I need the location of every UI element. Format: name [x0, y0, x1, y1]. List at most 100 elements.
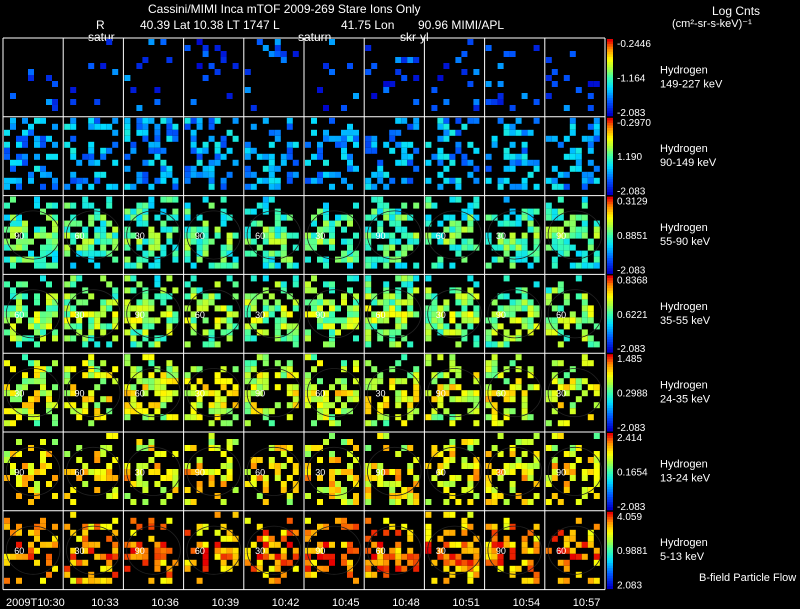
heatmap-pixel: [10, 390, 16, 397]
heatmap-pixel: [136, 317, 143, 324]
heatmap-pixel: [10, 293, 16, 300]
heatmap-pixel: [142, 256, 149, 263]
heatmap-pixel: [124, 129, 131, 136]
heatmap-pixel: [377, 196, 384, 203]
colorbar-segment: [607, 344, 613, 348]
heatmap-pixel: [190, 408, 197, 415]
heatmap-pixel: [407, 293, 414, 300]
contour-line: [246, 446, 302, 496]
contour-line: [186, 210, 241, 260]
heatmap-pixel: [130, 147, 137, 154]
colorbar-segment: [607, 186, 613, 190]
heatmap-pixel: [280, 553, 287, 560]
heatmap-pixel: [485, 360, 492, 367]
heatmap-pixel: [491, 541, 498, 548]
contour-line: [547, 368, 603, 418]
heatmap-pixel: [425, 547, 432, 554]
heatmap-pixel: [593, 475, 600, 481]
heatmap-pixel: [154, 238, 161, 245]
colorbar-segment: [607, 499, 613, 503]
heatmap-pixel: [52, 535, 58, 542]
heatmap-pixel: [323, 135, 329, 142]
heatmap-pixel: [112, 493, 119, 499]
heatmap-pixel: [563, 481, 570, 487]
heatmap-pixel: [587, 384, 594, 391]
heatmap-pixel: [407, 244, 414, 251]
heatmap-pixel: [268, 408, 275, 415]
heatmap-pixel: [184, 390, 191, 397]
contour-label: 30: [496, 231, 506, 241]
heatmap-pixel: [292, 281, 299, 288]
heatmap-pixel: [365, 335, 372, 342]
heatmap-pixel: [521, 547, 528, 554]
heatmap-pixel: [317, 171, 323, 178]
heatmap-pixel: [575, 275, 582, 282]
heatmap-pixel: [214, 341, 221, 348]
heatmap-pixel: [353, 305, 359, 312]
heatmap-pixel: [82, 402, 89, 409]
heatmap-pixel: [509, 451, 516, 457]
heatmap-pixel: [220, 475, 227, 481]
heatmap-pixel: [34, 196, 40, 203]
x-tick-label: 10:57: [573, 597, 601, 609]
heatmap-pixel: [4, 329, 10, 336]
heatmap-pixel: [365, 402, 372, 409]
colorbar-segment: [607, 349, 613, 353]
heatmap-pixel: [449, 445, 456, 451]
heatmap-pixel: [473, 305, 480, 312]
heatmap-pixel: [46, 366, 52, 373]
heatmap-pixel: [527, 559, 534, 566]
colorbar-segment: [607, 321, 613, 325]
heatmap-pixel: [473, 202, 480, 209]
heatmap-pixel: [196, 250, 203, 257]
heatmap-pixel: [587, 335, 594, 342]
heatmap-pixel: [485, 481, 492, 487]
heatmap-pixel: [443, 129, 450, 136]
colorbar-segment: [607, 425, 613, 429]
heatmap-pixel: [28, 541, 34, 548]
colorbar-segment: [607, 364, 613, 368]
heatmap-pixel: [497, 177, 504, 184]
heatmap-pixel: [160, 159, 167, 166]
heatmap-pixel: [70, 529, 77, 536]
heatmap-pixel: [274, 565, 281, 572]
heatmap-pixel: [16, 256, 22, 263]
heatmap-pixel: [551, 317, 558, 324]
heatmap-pixel: [160, 559, 167, 566]
heatmap-pixel: [286, 366, 293, 373]
heatmap-pixel: [94, 117, 101, 124]
heatmap-pixel: [160, 299, 167, 306]
heatmap-pixel: [365, 493, 372, 499]
heatmap-pixel: [154, 541, 161, 548]
heatmap-pixel: [443, 372, 450, 379]
heatmap-pixel: [106, 299, 113, 306]
heatmap-pixel: [341, 153, 347, 160]
heatmap-pixel: [214, 323, 221, 330]
heatmap-pixel: [82, 535, 89, 542]
heatmap-pixel: [317, 360, 323, 367]
heatmap-pixel: [521, 287, 528, 294]
heatmap-pixel: [347, 311, 353, 318]
heatmap-pixel: [274, 577, 281, 584]
heatmap-pixel: [311, 445, 317, 451]
heatmap-pixel: [431, 323, 438, 330]
heatmap-pixel: [208, 335, 215, 342]
heatmap-pixel: [563, 372, 570, 379]
heatmap-pixel: [491, 341, 498, 348]
heatmap-pixel: [88, 220, 95, 227]
heatmap-pixel: [515, 384, 522, 391]
heatmap-pixel: [52, 299, 58, 306]
heatmap-pixel: [148, 439, 155, 445]
heatmap-pixel: [130, 396, 137, 403]
heatmap-pixel: [545, 293, 552, 300]
heatmap-pixel: [413, 493, 420, 499]
heatmap-pixel: [497, 493, 504, 499]
heatmap-pixel: [365, 378, 372, 385]
heatmap-pixel: [220, 305, 227, 312]
heatmap-pixel: [569, 129, 576, 136]
heatmap-pixel: [329, 226, 335, 233]
heatmap-pixel: [341, 250, 347, 257]
heatmap-pixel: [76, 559, 83, 566]
heatmap-pixel: [268, 171, 275, 178]
heatmap-pixel: [16, 493, 22, 499]
